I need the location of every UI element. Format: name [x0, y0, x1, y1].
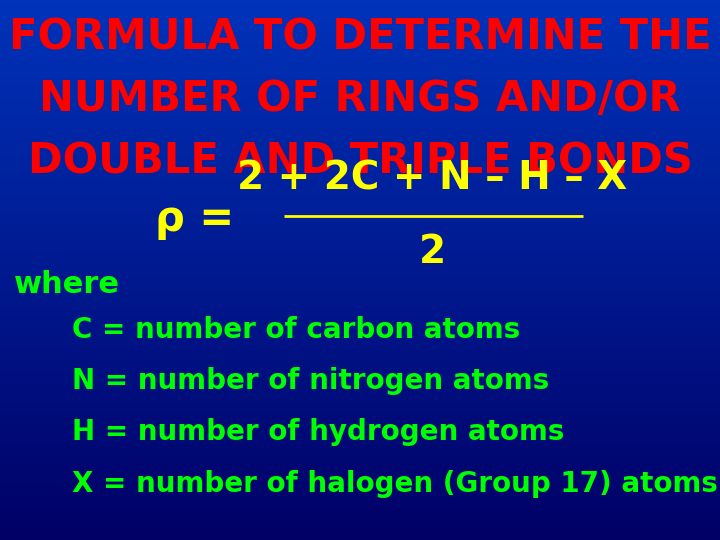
Text: 2 + 2C + N – H – X: 2 + 2C + N – H – X: [237, 159, 627, 197]
Text: ρ =: ρ =: [155, 198, 234, 240]
Text: FORMULA TO DETERMINE THE: FORMULA TO DETERMINE THE: [9, 16, 711, 58]
Text: where: where: [14, 270, 120, 299]
Text: N = number of nitrogen atoms: N = number of nitrogen atoms: [72, 367, 549, 395]
Text: DOUBLE AND TRIPLE BONDS: DOUBLE AND TRIPLE BONDS: [27, 140, 693, 183]
Text: H = number of hydrogen atoms: H = number of hydrogen atoms: [72, 418, 564, 447]
Text: X = number of halogen (Group 17) atoms: X = number of halogen (Group 17) atoms: [72, 470, 718, 498]
Text: NUMBER OF RINGS AND/OR: NUMBER OF RINGS AND/OR: [39, 78, 681, 120]
Text: C = number of carbon atoms: C = number of carbon atoms: [72, 316, 521, 344]
Text: 2: 2: [418, 233, 446, 271]
